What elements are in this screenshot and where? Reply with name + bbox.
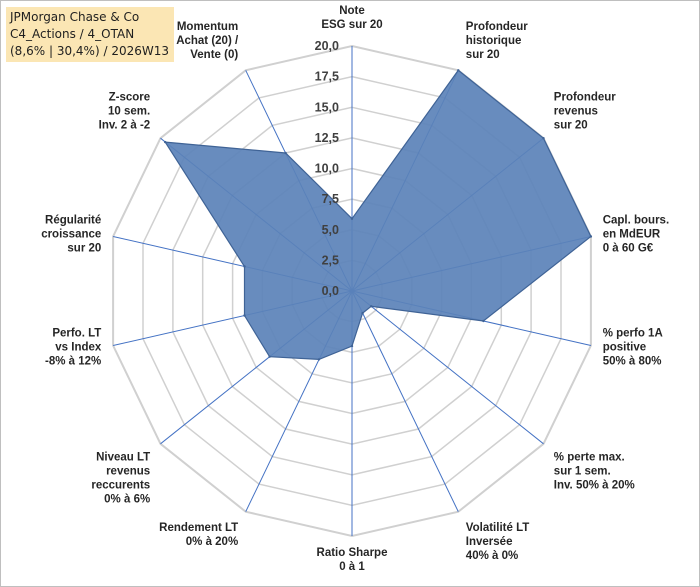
data-point-3 [589,235,593,238]
data-point-9 [268,355,271,358]
axis-label-line: % perte max. [554,452,625,464]
tick-label-6: 15,0 [315,100,339,114]
axis-label-3: Capl. bours. en MdEUR 0 à 60 G€ [603,215,669,255]
axis-spoke-6 [351,290,459,512]
axis-label-line: Note [339,5,365,17]
axis-label-line: 0 à 60 G€ [603,243,654,255]
axis-label-9: Niveau LT revenus reccurents 0% à 6% [91,452,150,506]
axis-label-line: Perfo. LT [52,327,101,339]
tick-label-8: 20,0 [315,39,339,53]
axis-label-line: positive [603,341,646,353]
axis-label-line: 0% à 6% [104,494,150,506]
tick-label-5: 12,5 [315,131,339,145]
axis-label-5: % perte max. sur 1 sem. Inv. 50% à 20% [554,452,635,492]
axis-label-line: croissance [41,229,101,241]
period-info: (8,6% | 30,4%) / 2026W13 [10,44,169,58]
data-point-0 [350,217,354,220]
data-point-4 [482,319,485,323]
axis-label-line: sur 20 [554,119,588,131]
axis-label-line: Rendement LT [159,522,238,534]
axis-label-line: Z-score [109,91,151,103]
axis-label-line: Inv. 2 à -2 [99,119,151,131]
tick-label-0: 0,0 [322,284,339,298]
label-layer: Note ESG sur 20 Profondeur historique sur 20… [41,5,669,573]
data-point-1 [457,69,460,72]
axis-label-0: Note ESG sur 20 [321,5,382,31]
tick-label-4: 10,0 [315,162,339,176]
axis-label-line: 40% à 0% [466,550,518,562]
axis-label-4: % perfo 1A positive 50% à 80% [603,327,663,367]
data-point-6 [361,311,364,315]
axis-label-line: Momentum [177,21,238,33]
tick-label-1: 2,5 [322,253,339,267]
portfolio-name: C4_Actions / 4_OTAN [10,27,135,41]
axis-label-line: reccurents [91,480,150,492]
axis-label-line: Ratio Sharpe [317,547,388,559]
axis-label-line: 10 sem. [108,105,150,117]
data-point-12 [164,140,167,144]
axis-label-line: historique [466,35,522,47]
data-point-5 [370,305,373,308]
chart-title-box: JPMorgan Chase & Co C4_Actions / 4_OTAN … [6,7,174,62]
axis-spoke-5 [351,290,544,445]
tick-label-2: 5,0 [322,223,339,237]
axis-label-line: 50% à 80% [603,355,662,367]
axis-label-line: sur 20 [67,243,101,255]
axis-label-line: Profondeur [466,21,528,33]
axis-label-line: % perfo 1A [603,327,663,339]
axis-label-line: Inv. 50% à 20% [554,480,635,492]
axis-label-line: sur 20 [466,49,500,61]
tick-label-3: 7,5 [322,192,339,206]
axis-label-line: -8% à 12% [45,355,101,367]
axis-label-12: Z-score 10 sem. Inv. 2 à -2 [99,91,151,131]
series-layer [164,69,593,361]
axis-label-line: sur 1 sem. [554,466,611,478]
axis-label-10: Perfo. LT vs Index -8% à 12% [45,327,102,367]
axis-label-11: Régularité croissance sur 20 [41,215,101,255]
data-point-13 [284,151,287,155]
axis-label-line: ESG sur 20 [321,19,382,31]
axis-label-line: revenus [554,105,598,117]
axis-label-line: Achat (20) / [176,35,239,47]
axis-label-8: Rendement LT 0% à 20% [159,522,238,548]
data-point-2 [542,137,545,140]
data-point-7 [350,344,354,348]
axis-label-line: 0 à 1 [339,561,365,573]
company-name: JPMorgan Chase & Co [10,10,140,24]
axis-label-line: 0% à 20% [186,536,238,548]
axis-label-line: revenus [106,466,150,478]
axis-label-line: Profondeur [554,91,616,103]
axis-label-line: Capl. bours. [603,215,669,227]
axis-label-line: en MdEUR [603,229,661,241]
axis-label-line: Niveau LT [96,452,150,464]
axis-label-2: Profondeur revenus sur 20 [554,91,616,131]
data-point-11 [243,265,246,268]
tick-layer: 0,0 2,5 5,0 7,5 10,0 12,5 15,0 17,5 20,0 [315,39,339,298]
axis-label-6: Volatilité LT Inversée 40% à 0% [466,522,529,562]
axis-label-1: Profondeur historique sur 20 [466,21,528,61]
data-point-10 [243,314,246,317]
axis-label-line: vs Index [55,341,102,353]
axis-label-7: Ratio Sharpe 0 à 1 [317,547,388,573]
axis-label-line: Régularité [45,215,101,227]
data-point-8 [317,358,321,361]
axis-label-line: Vente (0) [190,49,238,61]
axis-label-13: Momentum Achat (20) / Vente (0) [176,21,239,61]
axis-label-line: Inversée [466,536,513,548]
axis-label-line: Volatilité LT [466,522,529,534]
tick-label-7: 17,5 [315,70,339,84]
